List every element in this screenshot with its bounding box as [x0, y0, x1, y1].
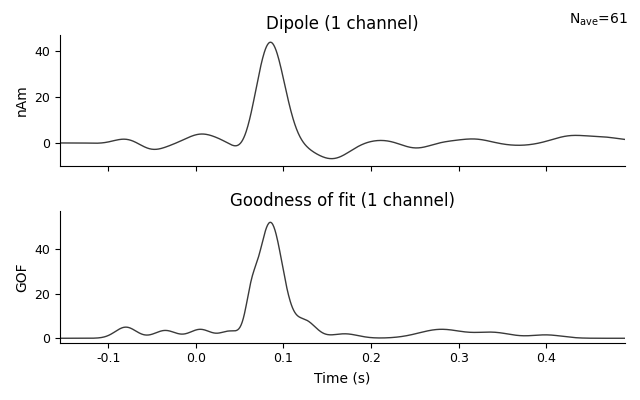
Y-axis label: nAm: nAm — [15, 84, 29, 116]
Y-axis label: GOF: GOF — [15, 262, 29, 292]
Title: Goodness of fit (1 channel): Goodness of fit (1 channel) — [230, 192, 455, 210]
Text: N$_{\mathregular{ave}}$=61: N$_{\mathregular{ave}}$=61 — [568, 12, 627, 28]
Title: Dipole (1 channel): Dipole (1 channel) — [266, 15, 419, 33]
X-axis label: Time (s): Time (s) — [314, 371, 371, 385]
